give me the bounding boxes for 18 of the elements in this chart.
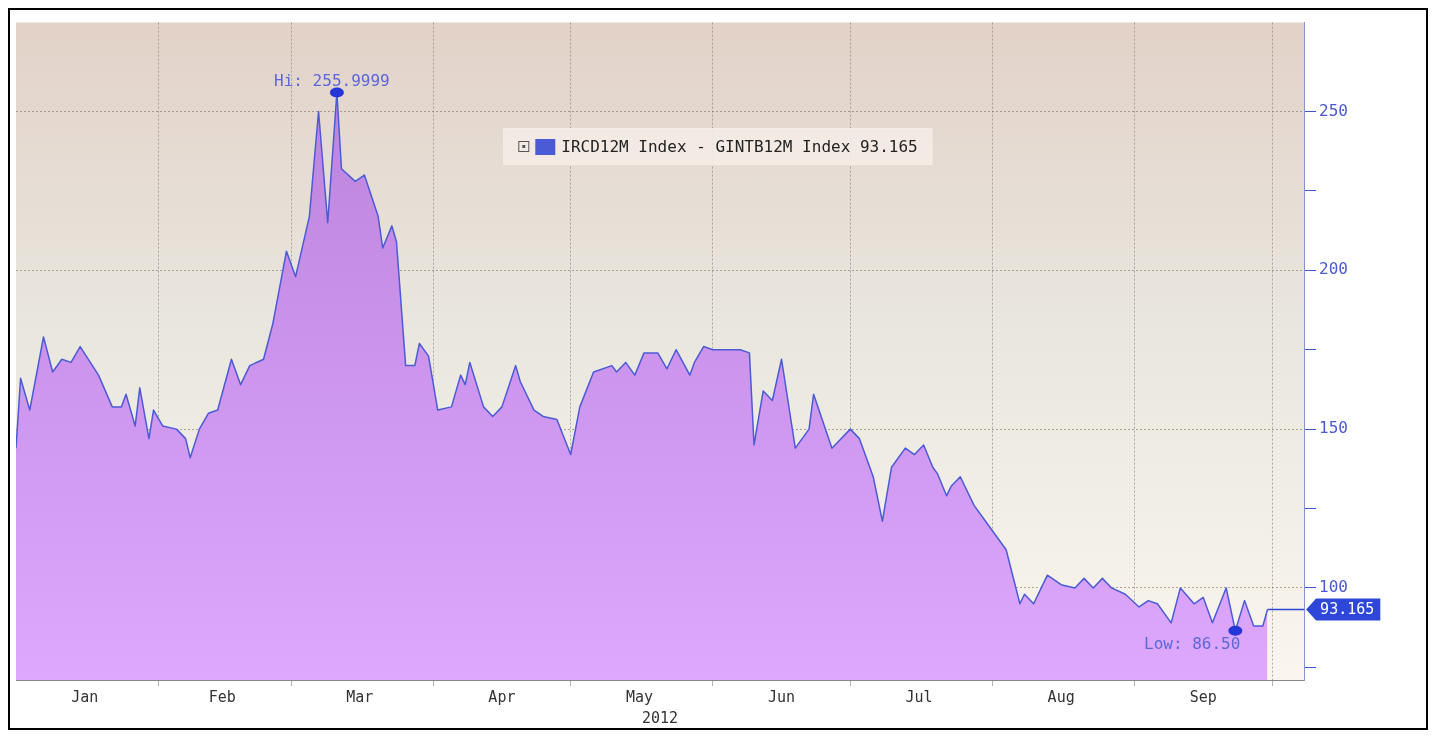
x-tick-label: Aug	[1047, 687, 1075, 706]
x-tick-label: Jun	[767, 687, 796, 706]
legend-label: IRCD12M Index - GINTB12M Index 93.165	[561, 137, 918, 156]
x-tick-label: Jul	[905, 687, 933, 706]
ref-line-label: 93.165	[1320, 600, 1375, 619]
x-tick-label: Apr	[488, 687, 516, 706]
y-tick-label: 150	[1319, 418, 1349, 438]
y-tick-label: 250	[1319, 100, 1349, 120]
annotation: Hi: 255.9999	[274, 70, 390, 90]
y-tick-label: 100	[1319, 577, 1349, 597]
annotation: Low: 86.50	[1144, 633, 1241, 653]
y-tick-label: 200	[1319, 259, 1349, 279]
x-tick-label: May	[625, 687, 653, 706]
x-tick-label: Feb	[208, 687, 236, 706]
x-tick-label: Jan	[71, 687, 99, 706]
x-tick-label: Mar	[346, 687, 374, 706]
x-axis-title: 2012	[641, 708, 679, 727]
x-tick-label: Sep	[1189, 687, 1217, 706]
